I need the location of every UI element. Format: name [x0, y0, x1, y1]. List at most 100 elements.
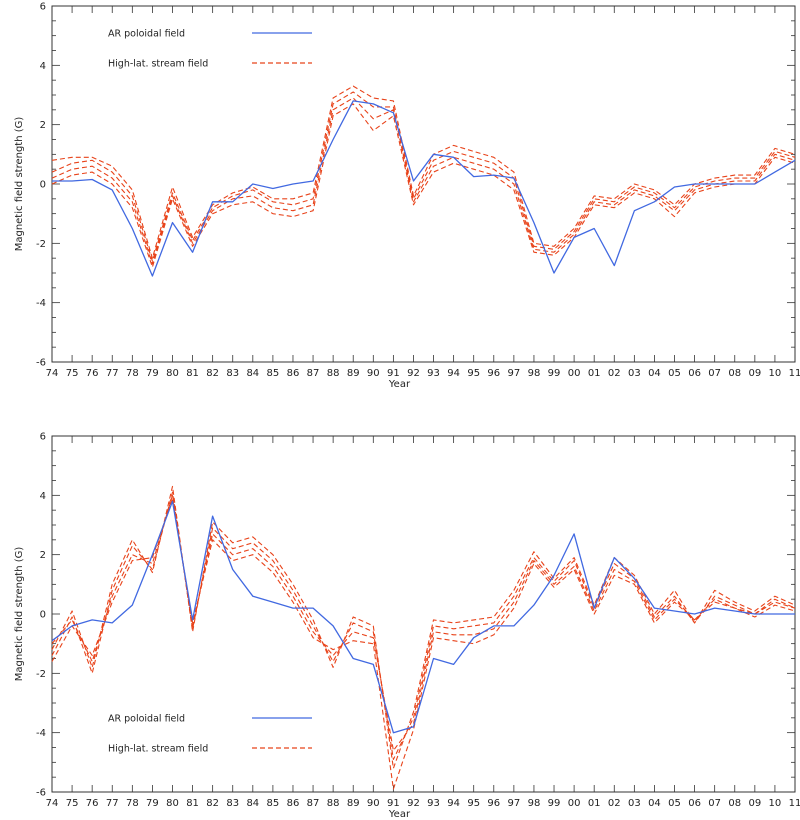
x-tick-label: 03	[628, 368, 641, 379]
x-tick-label: 90	[367, 798, 380, 809]
x-axis-title: Year	[388, 379, 411, 390]
x-tick-label: 93	[427, 368, 440, 379]
y-tick-label: -2	[36, 239, 46, 250]
x-tick-label: 75	[66, 798, 79, 809]
x-tick-label: 98	[528, 368, 541, 379]
x-tick-label: 97	[507, 798, 520, 809]
x-tick-label: 81	[186, 368, 199, 379]
x-tick-label: 07	[708, 798, 721, 809]
x-tick-label: 88	[327, 798, 340, 809]
y-tick-label: 4	[40, 61, 46, 72]
x-tick-label: 04	[648, 368, 661, 379]
x-tick-label: 86	[287, 798, 300, 809]
x-tick-label: 11	[789, 368, 800, 379]
x-tick-label: 06	[688, 368, 701, 379]
x-tick-label: 99	[548, 798, 561, 809]
x-tick-label: 94	[447, 368, 460, 379]
x-tick-label: 82	[206, 368, 219, 379]
plot-frame	[51, 435, 796, 793]
series-line-high-lat-stream	[51, 85, 796, 259]
x-tick-label: 91	[387, 798, 400, 809]
y-tick-label: 0	[40, 180, 46, 191]
x-tick-label: 82	[206, 798, 219, 809]
x-tick-label: 01	[588, 798, 601, 809]
y-tick-label: 6	[40, 432, 46, 443]
x-tick-label: 84	[246, 368, 259, 379]
x-tick-label: 93	[427, 798, 440, 809]
y-axis-title: Magnetic field strength (G)	[14, 117, 25, 252]
x-tick-label: 91	[387, 368, 400, 379]
x-tick-label: 87	[307, 368, 320, 379]
y-tick-label: -4	[36, 298, 46, 309]
x-axis-title: Year	[388, 809, 411, 820]
x-tick-label: 89	[347, 798, 360, 809]
x-tick-label: 85	[267, 798, 280, 809]
x-tick-label: 75	[66, 368, 79, 379]
legend-label: AR poloidal field	[108, 29, 185, 40]
y-tick-label: 6	[40, 2, 46, 13]
x-tick-label: 10	[769, 368, 782, 379]
x-tick-label: 80	[166, 798, 179, 809]
x-tick-label: 77	[106, 368, 119, 379]
x-tick-label: 11	[789, 798, 800, 809]
y-tick-label: -6	[36, 358, 46, 369]
y-tick-label: -4	[36, 728, 46, 739]
x-tick-label: 77	[106, 798, 119, 809]
x-tick-label: 74	[46, 798, 59, 809]
x-tick-label: 96	[487, 368, 500, 379]
x-tick-label: 74	[46, 368, 59, 379]
x-tick-label: 03	[628, 798, 641, 809]
series-line-high-lat-stream	[51, 103, 796, 268]
x-tick-label: 80	[166, 368, 179, 379]
x-tick-label: 88	[327, 368, 340, 379]
x-tick-label: 92	[407, 798, 420, 809]
series-line-high-lat-stream	[51, 91, 796, 262]
y-tick-label: 4	[40, 491, 46, 502]
x-tick-label: 90	[367, 368, 380, 379]
x-tick-label: 06	[688, 798, 701, 809]
x-tick-label: 02	[608, 798, 621, 809]
legend-label: AR poloidal field	[108, 714, 185, 725]
x-tick-label: 00	[568, 798, 581, 809]
y-tick-label: 2	[40, 120, 46, 131]
x-tick-label: 76	[86, 798, 99, 809]
x-tick-label: 02	[608, 368, 621, 379]
x-tick-label: 78	[126, 798, 139, 809]
y-tick-label: 2	[40, 550, 46, 561]
x-tick-label: 86	[287, 368, 300, 379]
x-tick-label: 83	[226, 368, 239, 379]
x-tick-label: 92	[407, 368, 420, 379]
y-tick-label: -6	[36, 788, 46, 799]
x-tick-label: 95	[467, 798, 480, 809]
series-line-high-lat-stream	[51, 97, 796, 265]
y-tick-label: 0	[40, 610, 46, 621]
x-tick-label: 85	[267, 368, 280, 379]
x-tick-label: 98	[528, 798, 541, 809]
x-tick-label: 96	[487, 798, 500, 809]
x-tick-label: 87	[307, 798, 320, 809]
x-tick-label: 83	[226, 798, 239, 809]
x-tick-label: 79	[146, 368, 159, 379]
x-tick-label: 05	[668, 798, 681, 809]
series-line-high-lat-stream	[51, 485, 796, 769]
x-tick-label: 01	[588, 368, 601, 379]
x-tick-label: 78	[126, 368, 139, 379]
series-line-ar-poloidal	[52, 100, 796, 277]
legend-label: High-lat. stream field	[108, 59, 208, 70]
y-axis-title: Magnetic field strength (G)	[14, 547, 25, 682]
x-tick-label: 08	[728, 798, 741, 809]
x-tick-label: 76	[86, 368, 99, 379]
x-tick-label: 97	[507, 368, 520, 379]
legend-label: High-lat. stream field	[108, 744, 208, 755]
x-tick-label: 08	[728, 368, 741, 379]
x-tick-label: 79	[146, 798, 159, 809]
x-tick-label: 05	[668, 368, 681, 379]
x-tick-label: 07	[708, 368, 721, 379]
x-tick-label: 04	[648, 798, 661, 809]
x-tick-label: 94	[447, 798, 460, 809]
x-tick-label: 95	[467, 368, 480, 379]
series-line-ar-poloidal	[51, 500, 795, 734]
